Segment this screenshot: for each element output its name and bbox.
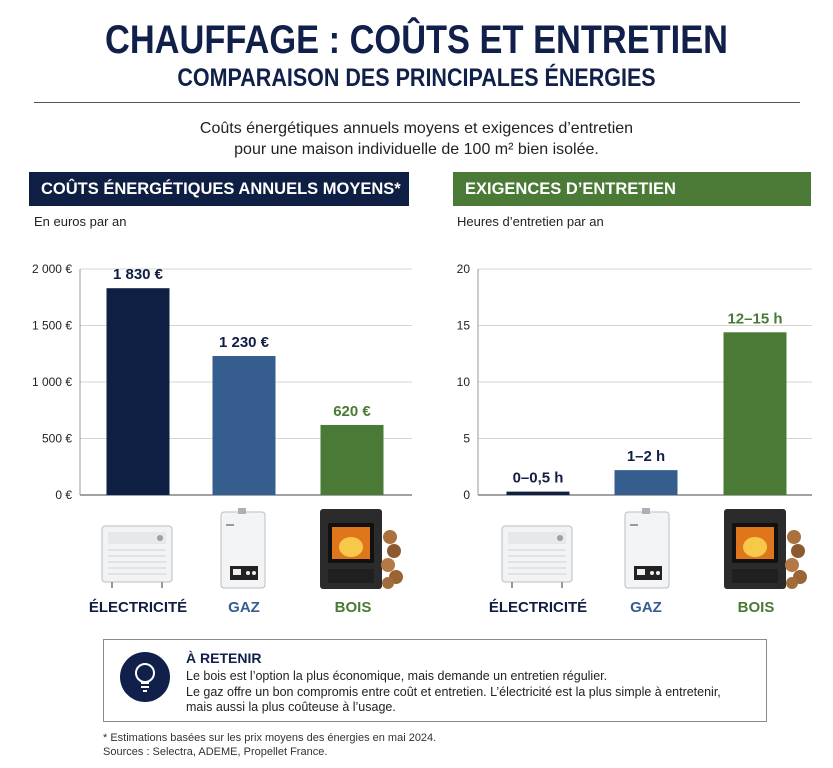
data-label: 620 €: [333, 403, 371, 420]
gas-boiler-icon: [622, 508, 674, 595]
intro-line-2: pour une maison individuelle de 100 m² b…: [234, 141, 599, 158]
takeaway-line-2: Le gaz offre un bon compromis entre coût…: [186, 684, 721, 699]
y-tick-label: 15: [457, 319, 471, 333]
page-subtitle: COMPARAISON DES PRINCIPALES ÉNERGIES: [177, 64, 656, 92]
bar: [723, 332, 787, 495]
data-label: 1–2 h: [627, 448, 665, 465]
maintenance-chart: 0 5 10 15 20 0–0,5 h 1–2 h 12–15 h: [457, 262, 812, 502]
category-label-gaz: GAZ: [228, 599, 260, 616]
page-title: CHAUFFAGE : COÛTS ET ENTRETIEN: [104, 18, 729, 62]
data-label: 1 830 €: [113, 266, 164, 283]
footnote-estimate: * Estimations basées sur les prix moyens…: [103, 732, 437, 744]
bar: [106, 288, 170, 495]
category-label-gaz: GAZ: [630, 599, 662, 616]
bar: [212, 356, 276, 495]
takeaway-title: À RETENIR: [186, 650, 262, 666]
y-tick-label: 0 €: [55, 488, 72, 502]
intro-line-1: Coûts énergétiques annuels moyens et exi…: [199, 120, 634, 137]
category-label-electricite: ÉLECTRICITÉ: [488, 599, 588, 616]
bar: [320, 424, 384, 495]
y-tick-label: 1 000 €: [32, 375, 72, 389]
data-label: 12–15 h: [727, 310, 782, 327]
footnote-sources: Sources : Selectra, ADEME, Propellet Fra…: [103, 746, 328, 758]
electric-radiator-icon: [500, 520, 576, 595]
y-tick-label: 5: [463, 432, 470, 446]
y-tick-label: 0: [463, 488, 470, 502]
bar: [614, 470, 678, 495]
takeaway-text: Le bois est l’option la plus économique,…: [186, 669, 756, 716]
data-label: 1 230 €: [219, 334, 270, 351]
footnote: * Estimations basées sur les prix moyens…: [103, 731, 436, 759]
key-takeaway-box: À RETENIR Le bois est l’option la plus é…: [103, 639, 767, 722]
cost-panel-header: COÛTS ÉNERGÉTIQUES ANNUELS MOYENS*: [29, 172, 409, 206]
bar: [506, 491, 570, 495]
y-tick-label: 500 €: [42, 432, 72, 446]
gas-boiler-icon: [218, 508, 270, 595]
y-tick-label: 2 000 €: [32, 262, 72, 276]
wood-stove-icon: [722, 507, 808, 596]
y-tick-label: 10: [457, 375, 471, 389]
category-label-bois: BOIS: [334, 599, 372, 616]
takeaway-line-1: Le bois est l’option la plus économique,…: [186, 669, 608, 683]
maintenance-unit-label: Heures d’entretien par an: [457, 214, 604, 229]
data-label: 0–0,5 h: [513, 470, 564, 487]
title-divider: [34, 102, 800, 103]
intro-text: Coûts énergétiques annuels moyens et exi…: [0, 118, 833, 160]
takeaway-line-3: mais aussi la plus coûteuse à l’usage.: [186, 700, 396, 714]
wood-stove-icon: [318, 507, 404, 596]
lightbulb-icon: [120, 652, 170, 702]
cost-chart: 0 € 500 € 1 000 € 1 500 € 2 000 € 1 830 € 1 23…: [32, 262, 412, 502]
y-tick-label: 1 500 €: [32, 319, 72, 333]
cost-unit-label: En euros par an: [34, 214, 127, 229]
category-label-electricite: ÉLECTRICITÉ: [88, 599, 188, 616]
electric-radiator-icon: [100, 520, 176, 595]
category-label-bois: BOIS: [737, 599, 775, 616]
y-tick-label: 20: [457, 262, 471, 276]
maintenance-panel-header: EXIGENCES D’ENTRETIEN: [453, 172, 811, 206]
